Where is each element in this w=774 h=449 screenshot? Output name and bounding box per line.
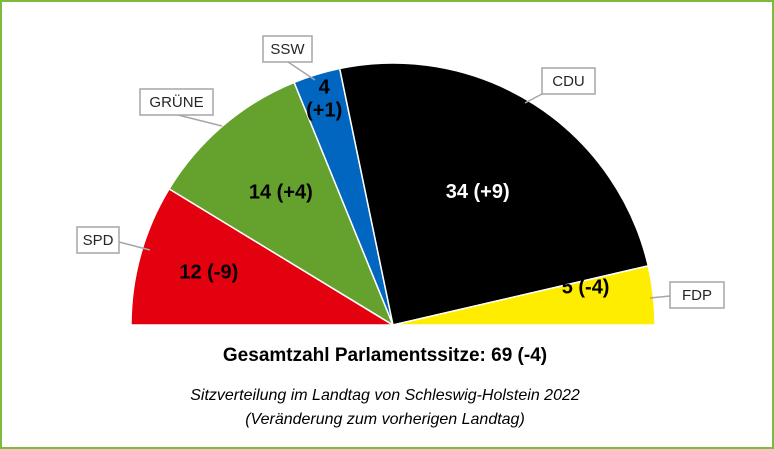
value-label-spd: 12 (-9) [179,262,238,284]
callout-cdu: CDU [524,67,596,104]
segment-cdu [338,62,650,326]
callout-label-gruene: GRÜNE [149,93,203,111]
value-label-cdu: 34 (+9) [446,181,510,203]
callout-fdp: FDP [649,281,725,309]
callout-label-cdu: CDU [552,73,585,90]
value-label-fdp: 5 (-4) [562,276,610,298]
callout-label-ssw: SSW [270,41,305,58]
value-label-ssw: 4 (+1) [306,77,342,122]
caption-line-1: Sitzverteilung im Landtag von Schleswig-… [190,387,580,404]
callout-gruene: GRÜNE [139,88,223,127]
callout-ssw: SSW [262,35,316,81]
caption-line-2: (Veränderung zum vorherigen Landtag) [245,411,525,428]
callout-label-fdp: FDP [682,287,712,304]
segment-spd [130,187,396,326]
callout-spd: SPD [76,226,151,254]
segment-fdp [392,264,656,326]
total-seats-label: Gesamtzahl Parlamentssitze: 69 (-4) [222,345,548,366]
segment-gruene [168,81,395,327]
callout-label-spd: SPD [83,232,114,249]
value-label-gruene: 14 (+4) [249,182,313,204]
